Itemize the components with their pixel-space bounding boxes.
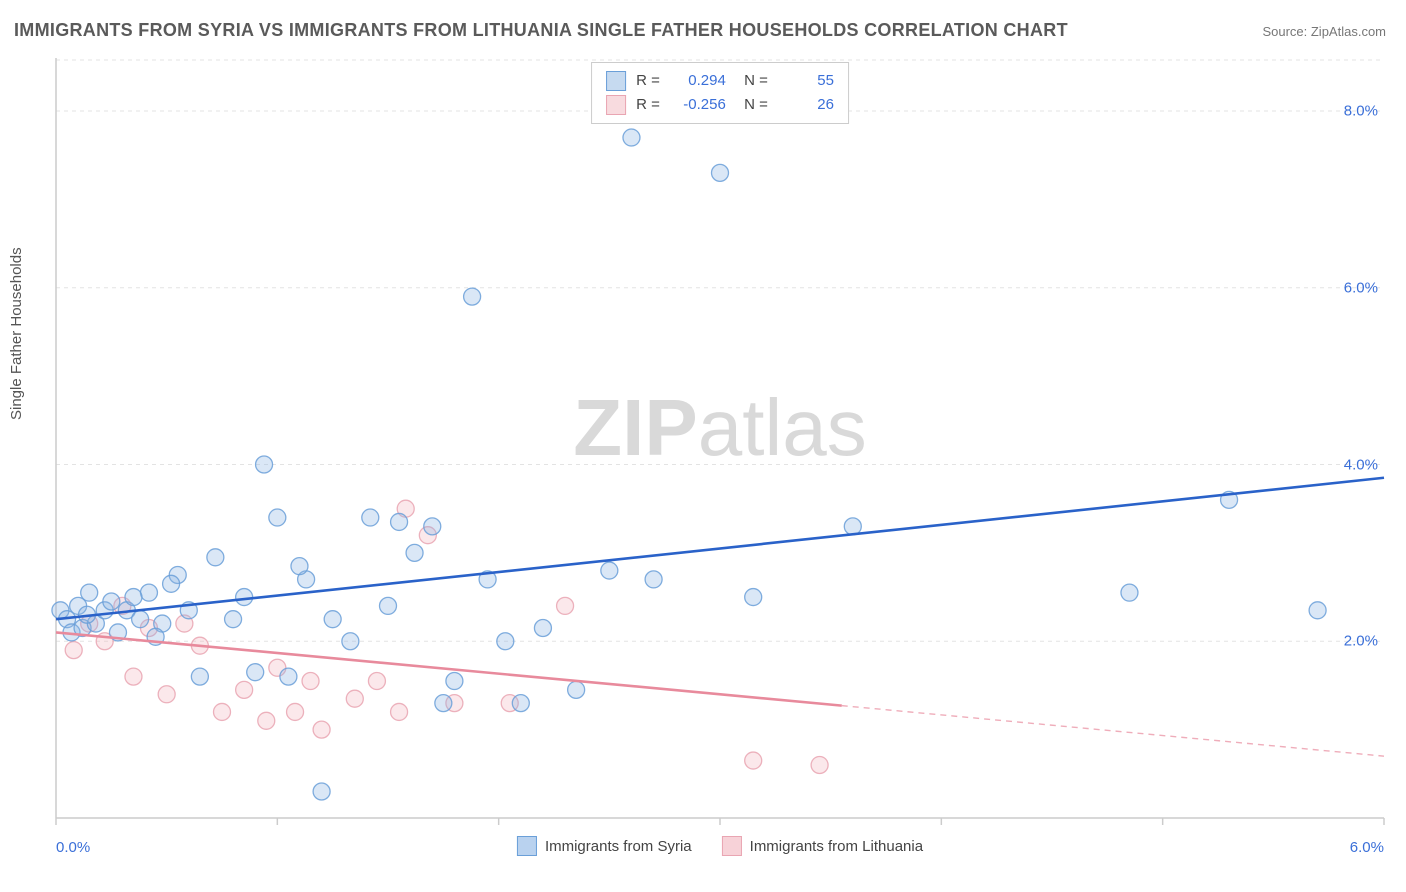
scatter-chart: ZIPatlas R = 0.294 N = 55 R = -0.256 N =… (50, 58, 1390, 828)
legend-label-syria: Immigrants from Syria (545, 838, 692, 855)
legend-item-syria: Immigrants from Syria (517, 836, 692, 856)
legend-row-syria: R = 0.294 N = 55 (606, 69, 834, 93)
legend-swatch-icon (722, 836, 742, 856)
legend-row-lithuania: R = -0.256 N = 26 (606, 93, 834, 117)
legend-r-value-lithuania: -0.256 (670, 93, 726, 117)
xtick-label: 6.0% (1350, 839, 1384, 856)
legend-n-value-lithuania: 26 (778, 93, 834, 117)
chart-title: IMMIGRANTS FROM SYRIA VS IMMIGRANTS FROM… (14, 20, 1068, 41)
legend-swatch-lithuania (606, 95, 626, 115)
legend-r-label: R = (636, 69, 660, 93)
legend-swatch-icon (517, 836, 537, 856)
legend-series: Immigrants from Syria Immigrants from Li… (517, 836, 923, 856)
ytick-label: 6.0% (1344, 279, 1378, 296)
legend-swatch-syria (606, 71, 626, 91)
legend-item-lithuania: Immigrants from Lithuania (722, 836, 923, 856)
legend-label-lithuania: Immigrants from Lithuania (750, 838, 923, 855)
y-axis-label: Single Father Households (8, 247, 25, 420)
legend-n-value-syria: 55 (778, 69, 834, 93)
legend-correlation: R = 0.294 N = 55 R = -0.256 N = 26 (591, 62, 849, 124)
chart-svg (50, 58, 1390, 828)
ytick-label: 2.0% (1344, 633, 1378, 650)
source-label: Source: ZipAtlas.com (1262, 24, 1386, 39)
ytick-label: 4.0% (1344, 456, 1378, 473)
legend-n-label: N = (736, 93, 768, 117)
ytick-label: 8.0% (1344, 103, 1378, 120)
legend-r-label: R = (636, 93, 660, 117)
xtick-label: 0.0% (56, 839, 90, 856)
legend-r-value-syria: 0.294 (670, 69, 726, 93)
legend-n-label: N = (736, 69, 768, 93)
